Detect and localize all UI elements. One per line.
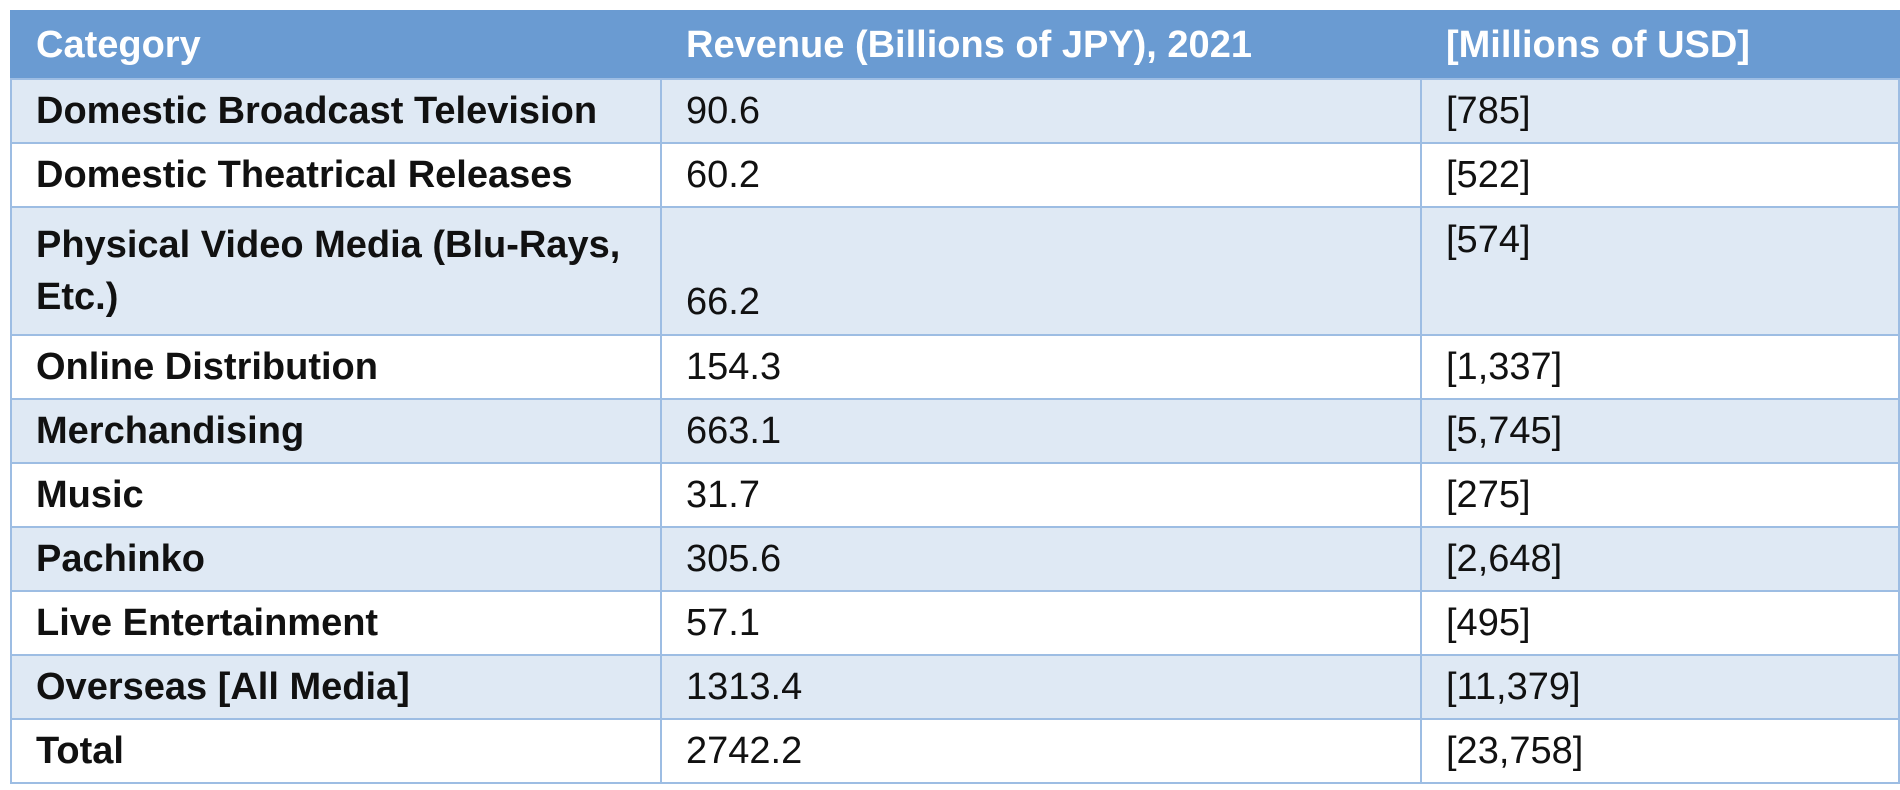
jpy-cell: 60.2	[660, 142, 1422, 208]
category-cell: Total	[10, 718, 662, 784]
jpy-cell: 154.3	[660, 334, 1422, 400]
usd-cell: [1,337]	[1420, 334, 1900, 400]
usd-cell: [785]	[1420, 78, 1900, 144]
jpy-cell: 31.7	[660, 462, 1422, 528]
category-cell: Domestic Broadcast Television	[10, 78, 662, 144]
jpy-cell: 2742.2	[660, 718, 1422, 784]
category-cell: Physical Video Media (Blu-Rays, Etc.)	[10, 206, 662, 336]
category-cell: Online Distribution	[10, 334, 662, 400]
usd-cell: [522]	[1420, 142, 1900, 208]
usd-cell: [495]	[1420, 590, 1900, 656]
category-cell: Domestic Theatrical Releases	[10, 142, 662, 208]
jpy-cell: 66.2	[660, 206, 1422, 336]
table-row: Total 2742.2 [23,758]	[10, 718, 1900, 784]
header-millions-usd: [Millions of USD]	[1420, 10, 1900, 80]
usd-cell: [275]	[1420, 462, 1900, 528]
category-cell: Merchandising	[10, 398, 662, 464]
header-revenue-jpy: Revenue (Billions of JPY), 2021	[660, 10, 1422, 80]
usd-cell: [11,379]	[1420, 654, 1900, 720]
jpy-cell: 90.6	[660, 78, 1422, 144]
category-cell: Live Entertainment	[10, 590, 662, 656]
table-row: Pachinko 305.6 [2,648]	[10, 526, 1900, 592]
table-row: Physical Video Media (Blu-Rays, Etc.) 66…	[10, 206, 1900, 336]
jpy-cell: 663.1	[660, 398, 1422, 464]
usd-cell: [5,745]	[1420, 398, 1900, 464]
header-category: Category	[10, 10, 662, 80]
table-row: Overseas [All Media] 1313.4 [11,379]	[10, 654, 1900, 720]
usd-cell: [2,648]	[1420, 526, 1900, 592]
jpy-cell: 305.6	[660, 526, 1422, 592]
category-cell: Music	[10, 462, 662, 528]
revenue-table-container: Category Revenue (Billions of JPY), 2021…	[10, 10, 1900, 784]
category-cell: Overseas [All Media]	[10, 654, 662, 720]
jpy-cell: 57.1	[660, 590, 1422, 656]
table-row: Live Entertainment 57.1 [495]	[10, 590, 1900, 656]
table-row: Music 31.7 [275]	[10, 462, 1900, 528]
table-header-row: Category Revenue (Billions of JPY), 2021…	[10, 10, 1900, 80]
table-row: Domestic Theatrical Releases 60.2 [522]	[10, 142, 1900, 208]
table-row: Merchandising 663.1 [5,745]	[10, 398, 1900, 464]
usd-cell: [23,758]	[1420, 718, 1900, 784]
revenue-table: Category Revenue (Billions of JPY), 2021…	[10, 10, 1900, 784]
category-cell: Pachinko	[10, 526, 662, 592]
usd-cell: [574]	[1420, 206, 1900, 336]
jpy-cell: 1313.4	[660, 654, 1422, 720]
table-row: Domestic Broadcast Television 90.6 [785]	[10, 78, 1900, 144]
table-row: Online Distribution 154.3 [1,337]	[10, 334, 1900, 400]
